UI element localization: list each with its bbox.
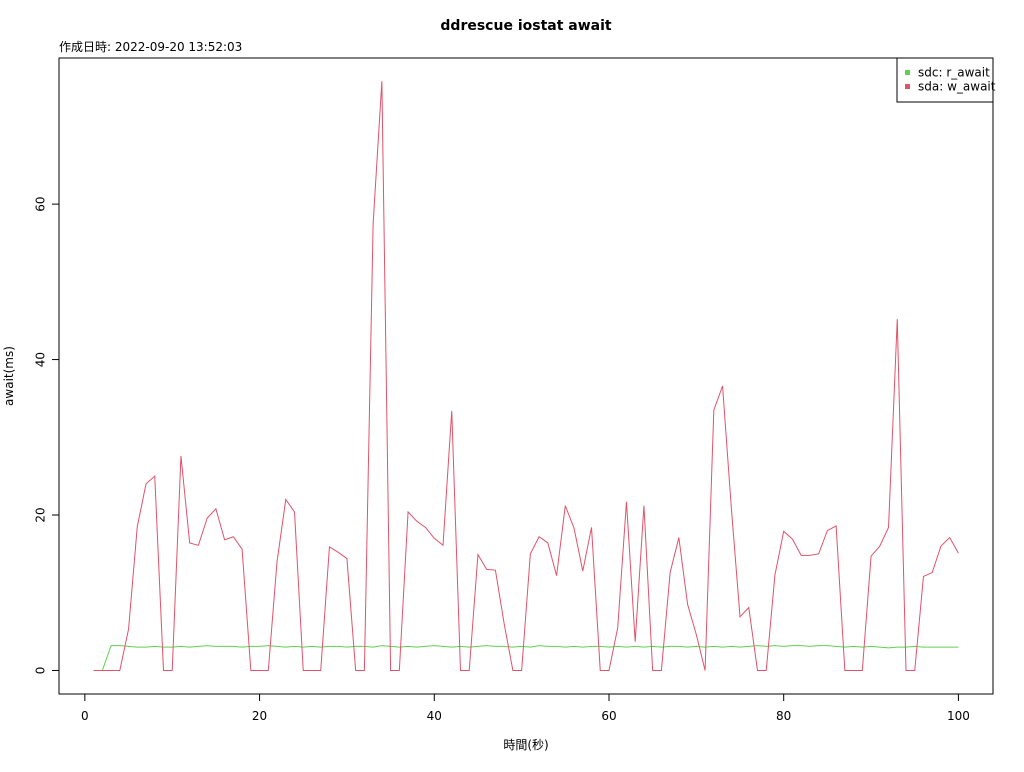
legend-label: sdc: r_await: [918, 66, 990, 80]
line-series: [93, 81, 959, 671]
legend-box: [896, 57, 994, 103]
x-tick-label: 40: [427, 709, 442, 723]
y-tick-label: 40: [34, 352, 48, 367]
subtitle: 作成日時: 2022-09-20 13:52:03: [59, 40, 242, 54]
x-tick-label: 80: [776, 709, 791, 723]
x-tick-label: 0: [81, 709, 89, 723]
x-tick-label: 100: [947, 709, 970, 723]
plot-frame: [58, 57, 994, 695]
legend-key: [905, 84, 910, 89]
x-tick-label: 20: [252, 709, 267, 723]
y-axis-label: await(ms): [2, 346, 16, 406]
line-series: [93, 645, 959, 671]
legend-label: sda: w_await: [918, 80, 996, 94]
chart-title: ddrescue iostat await: [440, 18, 611, 34]
y-tick-label: 60: [34, 196, 48, 211]
legend-key: [905, 70, 910, 75]
x-axis-label: 時間(秒): [503, 738, 548, 752]
x-tick-label: 60: [601, 709, 616, 723]
y-tick-label: 0: [34, 667, 48, 675]
y-tick-label: 20: [34, 507, 48, 522]
